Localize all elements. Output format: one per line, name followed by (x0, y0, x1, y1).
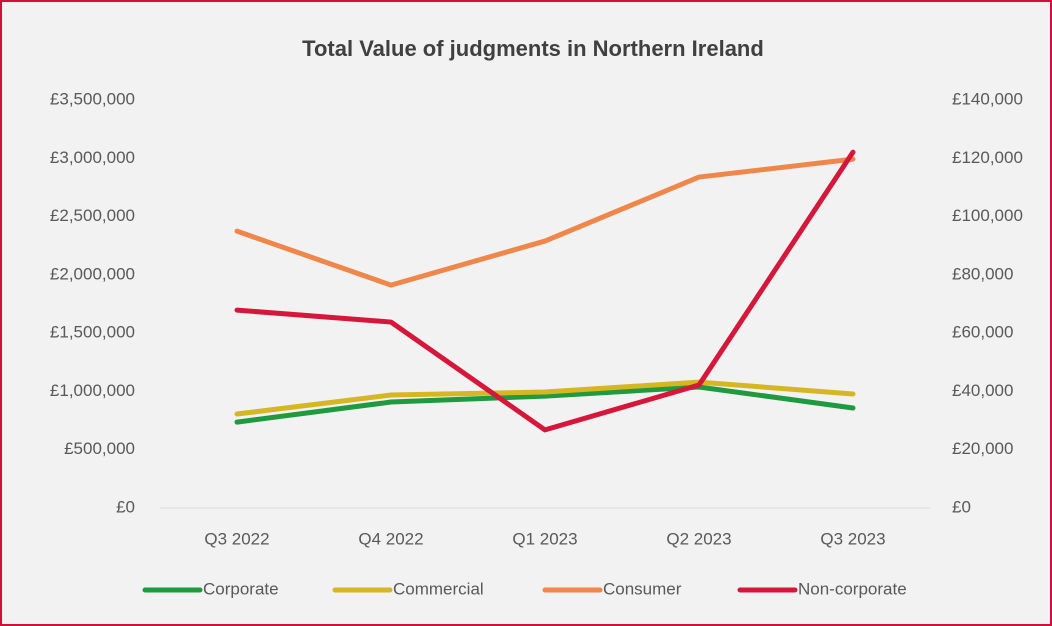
y-tick-label: £2,000,000 (50, 264, 135, 283)
legend-label: Corporate (203, 579, 279, 598)
y2-tick-label: £140,000 (952, 89, 1023, 108)
series-line (234, 156, 856, 288)
y2-tick-label: £60,000 (952, 323, 1013, 342)
y2-tick-label: £20,000 (952, 439, 1013, 458)
x-tick-label: Q3 2022 (204, 529, 269, 548)
series-line (234, 379, 856, 417)
y-tick-label: £0 (116, 497, 135, 516)
chart-title: Total Value of judgments in Northern Ire… (302, 36, 764, 61)
y-tick-label: £1,500,000 (50, 323, 135, 342)
y2-tick-label: £100,000 (952, 206, 1023, 225)
y-tick-label: £2,500,000 (50, 206, 135, 225)
y-tick-label: £3,000,000 (50, 148, 135, 167)
y2-tick-label: £40,000 (952, 381, 1013, 400)
y-tick-label: £1,000,000 (50, 381, 135, 400)
series-line (234, 149, 856, 433)
legend-label: Commercial (393, 579, 484, 598)
y2-tick-label: £120,000 (952, 148, 1023, 167)
y2-tick-label: £0 (952, 497, 971, 516)
x-tick-label: Q4 2022 (358, 529, 423, 548)
x-tick-label: Q1 2023 (512, 529, 577, 548)
legend-label: Consumer (603, 579, 682, 598)
x-tick-label: Q2 2023 (666, 529, 731, 548)
y2-tick-label: £80,000 (952, 264, 1013, 283)
x-tick-label: Q3 2023 (820, 529, 885, 548)
y-tick-label: £500,000 (64, 439, 135, 458)
series-line (234, 384, 856, 425)
y-tick-label: £3,500,000 (50, 89, 135, 108)
legend-label: Non-corporate (798, 579, 907, 598)
